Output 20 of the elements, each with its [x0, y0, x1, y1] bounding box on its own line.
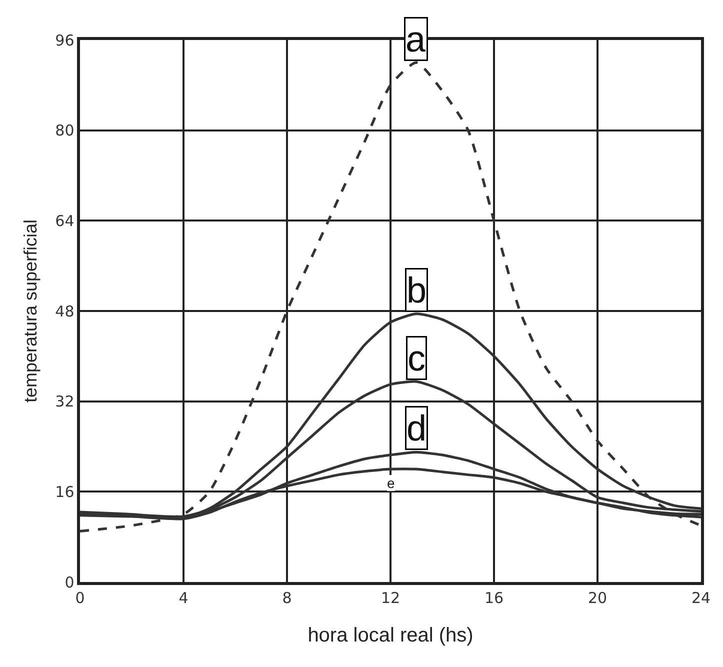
x-tick-label: 20	[588, 588, 608, 607]
x-axis-title: hora local real (hs)	[308, 624, 474, 646]
series-label: e	[387, 475, 395, 491]
y-tick-label: 48	[55, 302, 74, 320]
y-tick-label: 96	[55, 31, 74, 50]
x-tick-label: 4	[178, 588, 188, 607]
series-label: a	[406, 18, 426, 60]
y-tick-label: 16	[55, 482, 74, 501]
y-tick-label: 0	[64, 573, 74, 592]
series-label: d	[406, 408, 427, 448]
y-tick-label: 64	[55, 212, 74, 230]
x-tick-label: 24	[691, 588, 711, 607]
series-label: b	[406, 270, 427, 310]
y-axis-title: temperatura superficial	[20, 219, 40, 403]
x-tick-label: 8	[282, 588, 292, 607]
y-tick-label: 32	[55, 392, 74, 411]
x-tick-label: 16	[484, 588, 504, 607]
y-tick-label: 80	[55, 122, 74, 140]
series-label: c	[408, 338, 426, 378]
x-tick-label: 12	[380, 588, 400, 607]
